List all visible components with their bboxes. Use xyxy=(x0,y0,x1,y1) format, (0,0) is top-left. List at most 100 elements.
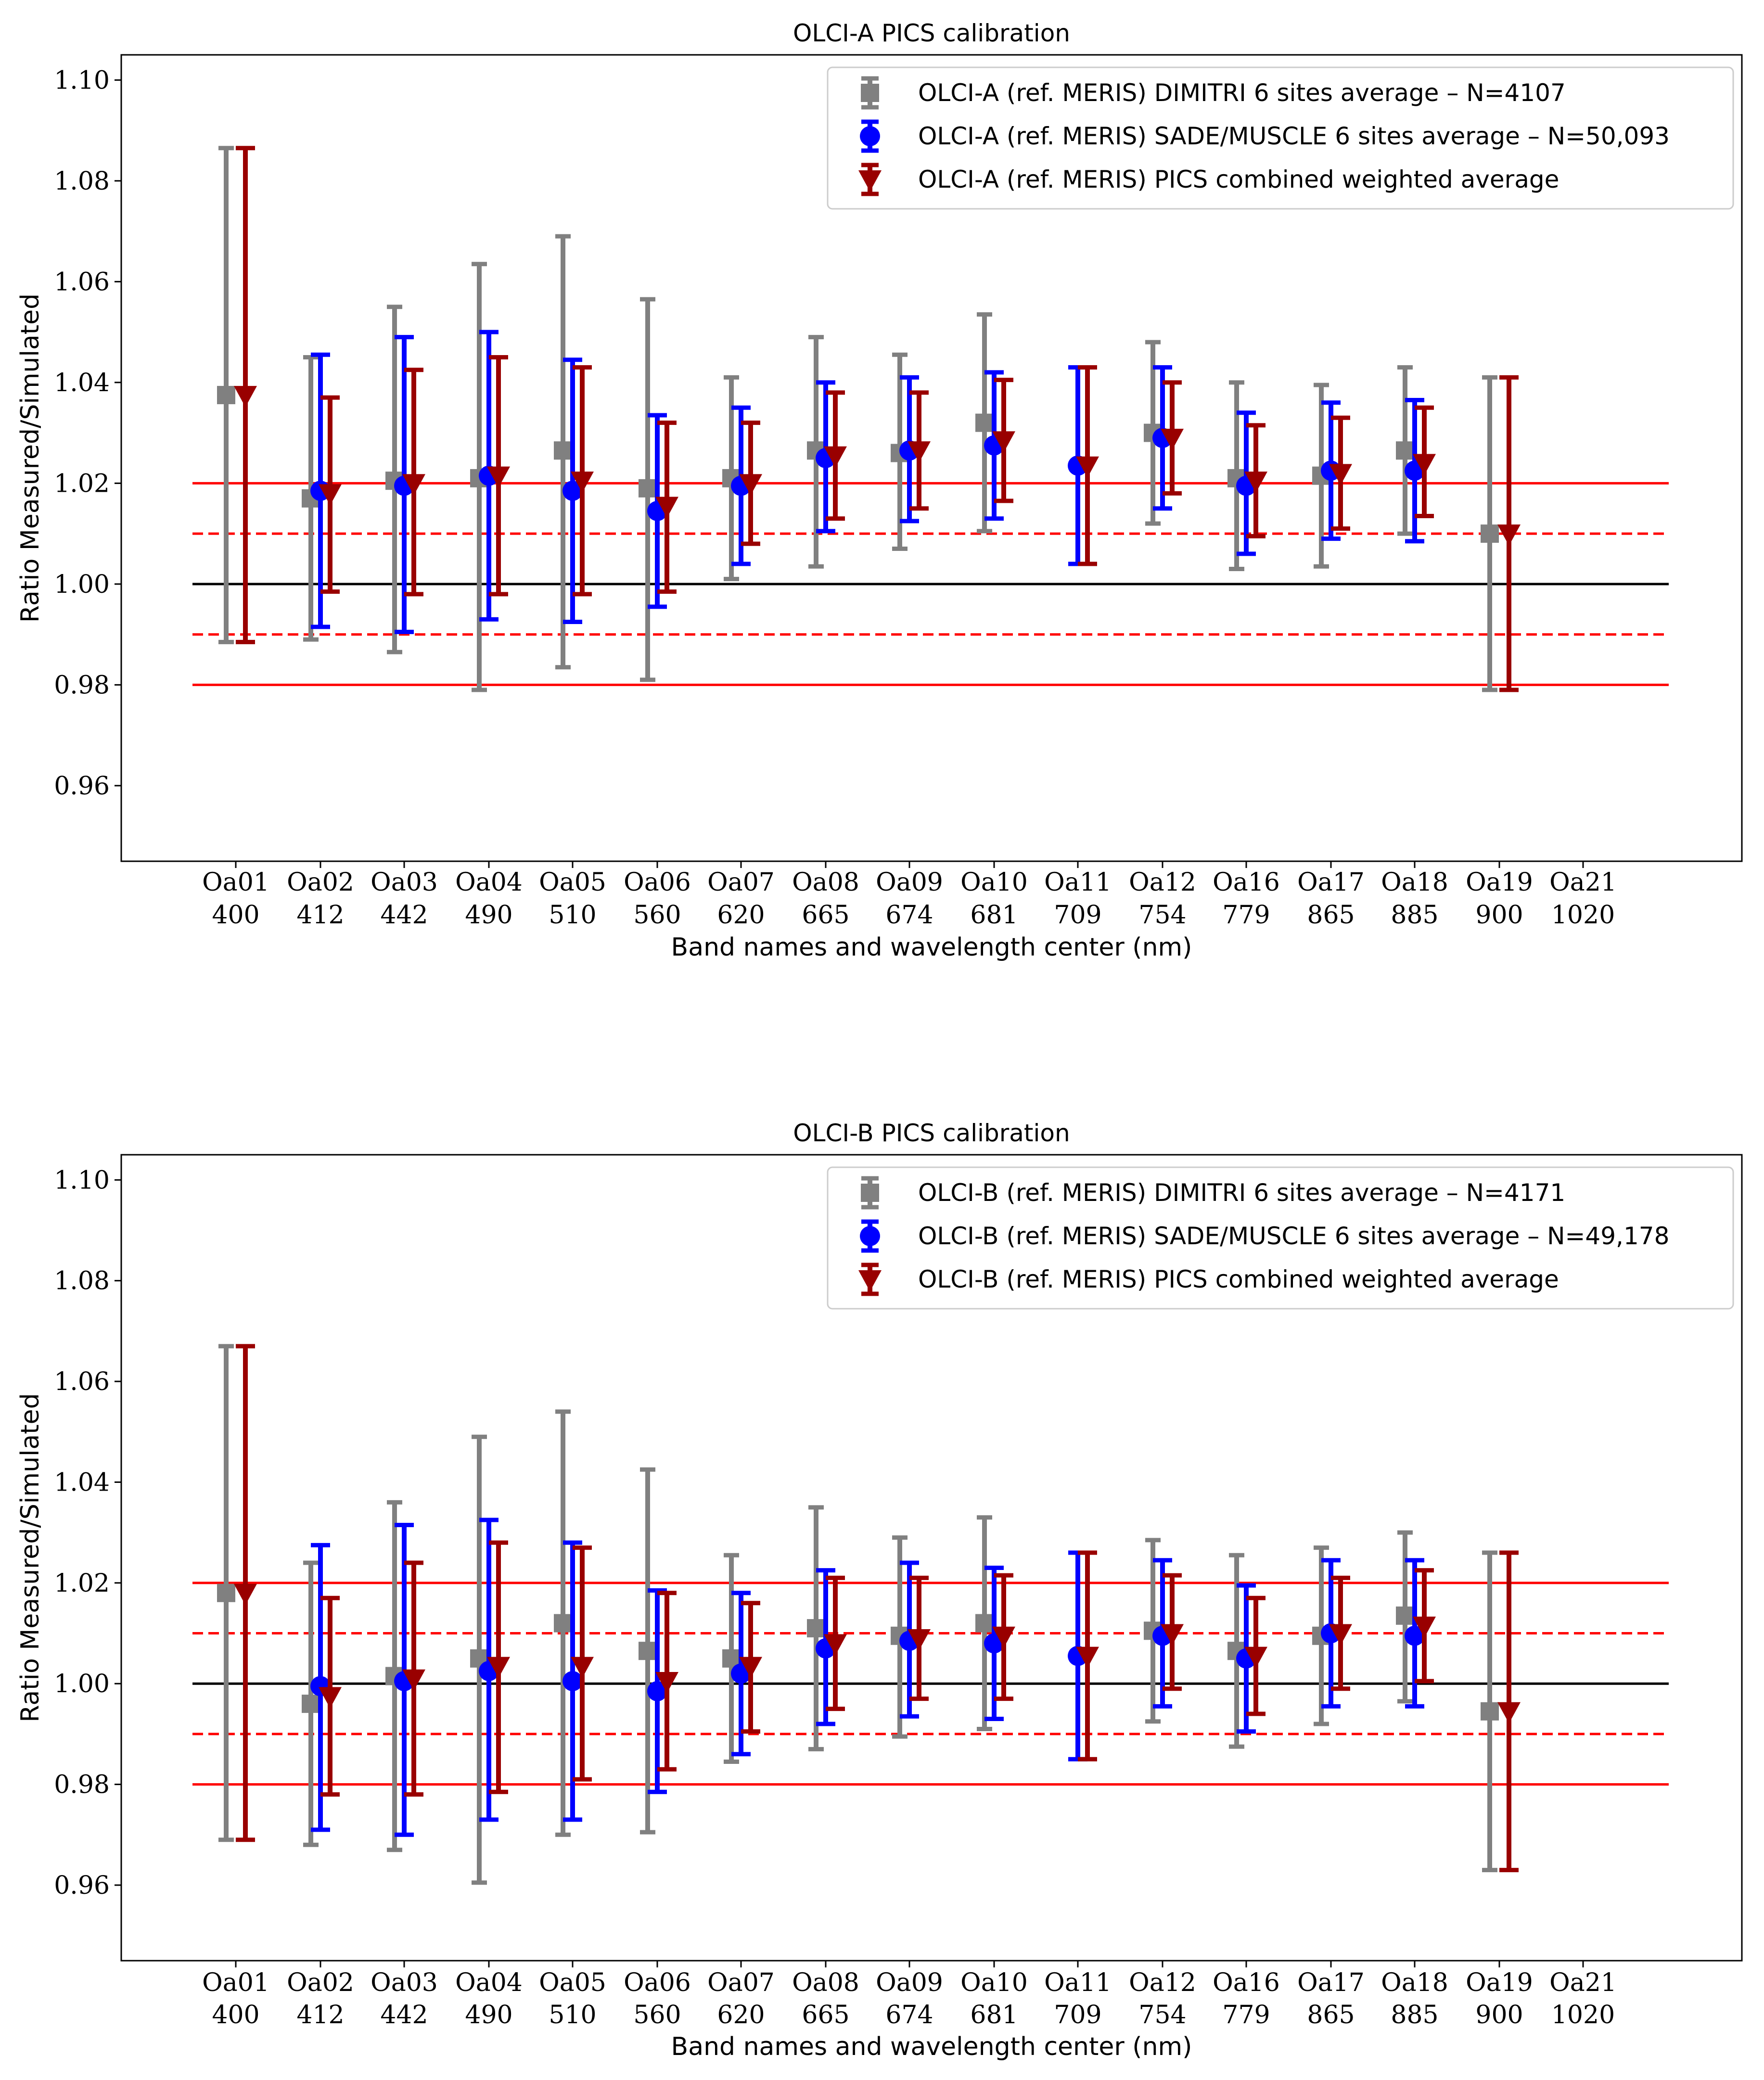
chart-title: OLCI-B PICS calibration xyxy=(793,1119,1070,1147)
x-tick-band-label: Oa09 xyxy=(876,1968,943,1997)
y-axis-label: Ratio Measured/Simulated xyxy=(16,1393,45,1722)
legend-marker xyxy=(858,1270,882,1291)
y-tick-label: 0.96 xyxy=(54,1871,110,1900)
series-3 xyxy=(234,1344,1521,1873)
data-point-marker xyxy=(1405,1625,1425,1646)
x-tick-band-label: Oa11 xyxy=(1044,1968,1112,1997)
data-point-marker xyxy=(807,1619,825,1638)
x-tick-wavelength-label: 885 xyxy=(1391,901,1438,930)
x-tick-band-label: Oa01 xyxy=(202,868,269,897)
data-point-marker xyxy=(1413,454,1436,475)
x-tick-band-label: Oa16 xyxy=(1213,1968,1280,1997)
data-point-marker xyxy=(824,446,847,468)
y-tick-label: 1.02 xyxy=(54,1569,110,1598)
legend-marker xyxy=(861,1184,879,1202)
data-point-marker xyxy=(217,1583,235,1602)
data-point-marker xyxy=(639,1642,657,1660)
x-tick-wavelength-label: 665 xyxy=(802,901,849,930)
data-point-marker xyxy=(655,1672,678,1693)
y-tick-label: 0.98 xyxy=(54,1771,110,1799)
x-tick-wavelength-label: 412 xyxy=(296,2001,344,2029)
data-point-marker xyxy=(1329,1624,1352,1646)
data-point-marker xyxy=(487,466,510,488)
data-point-marker xyxy=(1076,456,1099,478)
data-point-marker xyxy=(1497,1702,1521,1723)
y-tick-label: 1.04 xyxy=(54,1468,110,1497)
x-tick-band-label: Oa21 xyxy=(1549,1968,1617,1997)
x-tick-wavelength-label: 779 xyxy=(1222,901,1270,930)
data-point-marker xyxy=(992,1626,1015,1648)
y-tick-label: 1.10 xyxy=(54,1166,110,1195)
x-tick-band-label: Oa06 xyxy=(624,1968,691,1997)
x-tick-wavelength-label: 620 xyxy=(717,901,765,930)
data-point-marker xyxy=(1244,1646,1267,1668)
x-tick-wavelength-label: 400 xyxy=(212,901,259,930)
legend-entry-2: OLCI-A (ref. MERIS) SADE/MUSCLE 6 sites … xyxy=(860,119,1670,153)
x-tick-band-label: Oa10 xyxy=(960,1968,1028,1997)
x-tick-band-label: Oa01 xyxy=(202,1968,269,1997)
x-tick-band-label: Oa16 xyxy=(1213,868,1280,897)
data-point-marker xyxy=(234,1583,257,1605)
x-tick-band-label: Oa18 xyxy=(1381,868,1448,897)
legend-entry-3: OLCI-A (ref. MERIS) PICS combined weight… xyxy=(858,163,1559,196)
x-tick-wavelength-label: 779 xyxy=(1222,2001,1270,2029)
x-tick-band-label: Oa07 xyxy=(707,868,775,897)
data-point-marker xyxy=(1329,464,1352,485)
x-tick-band-label: Oa02 xyxy=(287,868,354,897)
legend-label: OLCI-B (ref. MERIS) SADE/MUSCLE 6 sites … xyxy=(918,1222,1669,1250)
x-tick-wavelength-label: 442 xyxy=(380,2001,428,2029)
data-point-marker xyxy=(739,474,762,496)
y-tick-label: 1.10 xyxy=(54,66,110,95)
legend-label: OLCI-A (ref. MERIS) SADE/MUSCLE 6 sites … xyxy=(918,122,1670,150)
chart-panel-2: OLCI-B PICS calibration 0.96 0.98 1.00 1.02 1… xyxy=(16,1119,1743,2061)
x-tick-band-label: Oa03 xyxy=(371,868,438,897)
legend-marker xyxy=(861,84,879,102)
series-1 xyxy=(217,146,1499,692)
data-point-marker xyxy=(1161,1624,1184,1646)
legend-label: OLCI-A (ref. MERIS) DIMITRI 6 sites aver… xyxy=(918,79,1566,107)
x-tick-band-label: Oa03 xyxy=(371,1968,438,1997)
data-point-marker xyxy=(1413,1616,1436,1638)
x-tick-band-label: Oa21 xyxy=(1549,868,1617,897)
x-tick-wavelength-label: 674 xyxy=(885,901,933,930)
x-tick-wavelength-label: 560 xyxy=(633,2001,681,2029)
data-point-marker xyxy=(739,1657,762,1678)
data-point-marker xyxy=(302,1695,320,1713)
y-tick-label: 1.08 xyxy=(54,1267,110,1296)
data-point-marker xyxy=(554,441,572,460)
data-point-marker xyxy=(1497,524,1521,546)
x-tick-band-label: Oa04 xyxy=(455,868,523,897)
x-tick-wavelength-label: 709 xyxy=(1054,2001,1101,2029)
x-tick-band-label: Oa09 xyxy=(876,868,943,897)
x-tick-wavelength-label: 620 xyxy=(717,2001,765,2029)
x-tick-wavelength-label: 1020 xyxy=(1551,2001,1615,2029)
x-tick-wavelength-label: 900 xyxy=(1475,2001,1523,2029)
legend-entry-3: OLCI-B (ref. MERIS) PICS combined weight… xyxy=(858,1263,1559,1296)
data-point-marker xyxy=(975,1614,994,1633)
y-tick-label: 1.02 xyxy=(54,469,110,498)
legend-marker xyxy=(860,1226,880,1246)
x-tick-band-label: Oa17 xyxy=(1297,868,1365,897)
x-tick-band-label: Oa12 xyxy=(1129,1968,1196,1997)
data-point-marker xyxy=(554,1614,572,1633)
x-tick-wavelength-label: 681 xyxy=(970,901,1018,930)
x-tick-wavelength-label: 510 xyxy=(549,901,596,930)
legend-label: OLCI-A (ref. MERIS) PICS combined weight… xyxy=(918,166,1559,193)
series-3 xyxy=(234,146,1521,692)
x-tick-band-label: Oa05 xyxy=(539,1968,606,1997)
legend-entry-1: OLCI-B (ref. MERIS) DIMITRI 6 sites aver… xyxy=(861,1176,1565,1210)
plot-frame xyxy=(120,54,1743,862)
data-point-marker xyxy=(639,479,657,498)
legend-label: OLCI-B (ref. MERIS) PICS combined weight… xyxy=(918,1265,1559,1293)
series-1 xyxy=(217,1344,1499,1885)
y-tick-label: 1.00 xyxy=(54,570,110,599)
x-tick-band-label: Oa17 xyxy=(1297,1968,1365,1997)
y-tick-label: 1.04 xyxy=(54,369,110,397)
x-tick-band-label: Oa05 xyxy=(539,868,606,897)
x-tick-wavelength-label: 865 xyxy=(1307,901,1355,930)
x-tick-wavelength-label: 900 xyxy=(1475,901,1523,930)
y-tick-label: 1.06 xyxy=(54,1367,110,1396)
data-point-marker xyxy=(975,413,994,432)
data-point-marker xyxy=(1161,429,1184,450)
